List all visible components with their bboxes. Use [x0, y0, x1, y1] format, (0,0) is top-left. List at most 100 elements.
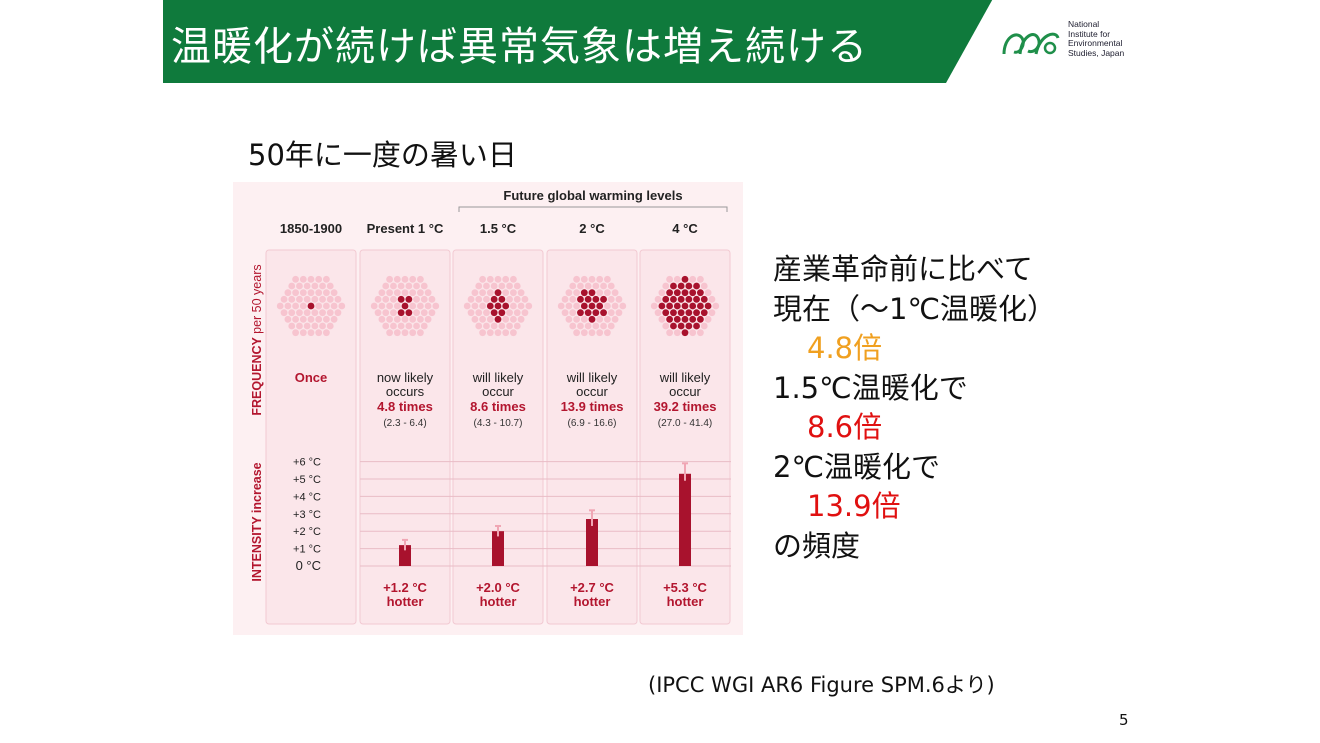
intensity-bar [492, 531, 504, 566]
frequency-dot [417, 289, 424, 297]
side-text-line: の頻度 [773, 528, 861, 563]
frequency-dot [510, 289, 517, 297]
frequency-dot [307, 289, 315, 297]
frequency-dot [420, 322, 428, 330]
frequency-dot [299, 329, 307, 337]
frequency-dot-filled [689, 289, 697, 297]
frequency-dot [584, 322, 592, 330]
frequency-dot [299, 275, 307, 283]
frequency-dot [303, 322, 311, 330]
frequency-dot [510, 315, 517, 323]
frequency-dot [382, 309, 390, 317]
frequency-dot [580, 315, 588, 323]
frequency-dot [471, 302, 479, 310]
ipcc-figure: Future global warming levels 1850-1900 Pre… [233, 182, 743, 635]
frequency-dot [510, 302, 517, 310]
header-bracket [458, 206, 728, 212]
frequency-dot [409, 315, 417, 323]
frequency-dot [319, 322, 326, 330]
frequency-dot [607, 309, 615, 317]
column-panel [546, 249, 638, 625]
frequency-dot [704, 315, 712, 323]
slide-title: 温暖化が続けば異常気象は増え続ける [171, 24, 868, 70]
frequency-dot-filled [600, 295, 607, 303]
frequency-dot-filled [670, 295, 677, 303]
frequency-dot-filled [693, 309, 700, 317]
column-label: 1850-1900 [280, 221, 342, 236]
frequency-line1: will likely [659, 370, 711, 385]
frequency-dot [486, 275, 494, 283]
frequency-dot [604, 315, 611, 323]
frequency-dot-filled [700, 295, 708, 303]
frequency-dot [401, 315, 409, 323]
frequency-dot-filled [401, 302, 409, 310]
frequency-dot [401, 329, 409, 337]
frequency-dot-filled [666, 289, 673, 297]
frequency-dot [561, 309, 569, 317]
frequency-dot-filled [662, 309, 670, 317]
frequency-dot-filled [584, 295, 592, 303]
frequency-dot [708, 309, 716, 317]
frequency-dot [479, 289, 486, 297]
frequency-dot [611, 315, 619, 323]
frequency-dot-filled [693, 282, 700, 290]
frequency-dot [409, 275, 417, 283]
intensity-axis-label: INTENSITY increase [250, 462, 264, 581]
frequency-dot [386, 329, 393, 337]
frequency-dot [417, 275, 424, 283]
frequency-line2: occur [482, 384, 514, 399]
frequency-dot [506, 322, 513, 330]
frequency-dot-filled [498, 295, 506, 303]
frequency-dot [569, 295, 577, 303]
frequency-dot-filled [588, 302, 596, 310]
frequency-axis-label: FREQUENCY per 50 years [250, 264, 264, 415]
frequency-times: 4.8 times [377, 399, 433, 414]
frequency-dot [424, 289, 432, 297]
frequency-dot [299, 315, 307, 323]
frequency-dot [479, 302, 486, 310]
frequency-line2: occur [669, 384, 701, 399]
frequency-dot-filled [592, 295, 600, 303]
column-label: Present 1 °C [367, 221, 444, 236]
side-text-line: 産業革命前に比べて [773, 252, 1033, 286]
frequency-dot [502, 329, 510, 337]
frequency-dot [323, 329, 330, 337]
frequency-dot [323, 289, 330, 297]
frequency-dot [479, 315, 486, 323]
frequency-dot [288, 282, 296, 290]
frequency-dot [326, 282, 334, 290]
frequency-dot [397, 282, 405, 290]
intensity-bar [399, 545, 411, 566]
frequency-dot [650, 302, 658, 310]
frequency-dot [311, 309, 319, 317]
frequency-dot [330, 302, 338, 310]
frequency-dot-filled [580, 302, 588, 310]
frequency-dot [311, 295, 319, 303]
frequency-dot [577, 282, 584, 290]
frequency-dot [565, 302, 573, 310]
intensity-label-hotter: hotter [480, 594, 517, 609]
frequency-dot [386, 315, 393, 323]
frequency-dot [284, 315, 292, 323]
logo-line: National [1068, 19, 1100, 29]
frequency-dot [292, 329, 299, 337]
frequency-dot [315, 315, 323, 323]
frequency-label: Once [295, 370, 328, 385]
frequency-dot-filled [670, 282, 677, 290]
frequency-dot-filled [502, 302, 510, 310]
frequency-dot [658, 315, 666, 323]
frequency-dot-filled [677, 309, 685, 317]
frequency-dot [382, 282, 390, 290]
frequency-dot [370, 302, 378, 310]
frequency-dot [573, 315, 580, 323]
frequency-dot [673, 329, 681, 337]
frequency-dot-filled [681, 275, 689, 283]
frequency-dot [475, 282, 483, 290]
frequency-dot [323, 315, 330, 323]
frequency-dot [573, 289, 580, 297]
frequency-dot [561, 295, 569, 303]
frequency-dot [280, 295, 288, 303]
frequency-dot [334, 295, 342, 303]
frequency-dot-filled [577, 309, 584, 317]
frequency-dot-filled [697, 302, 704, 310]
